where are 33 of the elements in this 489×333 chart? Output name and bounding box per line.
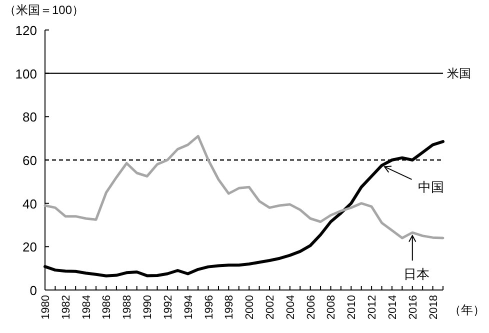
x-tick-label: 1992 [162, 295, 174, 320]
y-tick-label: 120 [15, 23, 37, 38]
x-tick-label: 1994 [182, 295, 195, 320]
x-tick-label: 2018 [428, 295, 440, 320]
x-tick-label: 2002 [264, 295, 277, 320]
y-tick-label: 40 [22, 196, 37, 212]
x-tick-label: 2008 [326, 295, 338, 320]
ref-line-label: 米国 [447, 66, 471, 80]
x-axis-title: （年） [449, 303, 485, 317]
x-tick-label: 1982 [60, 295, 72, 320]
y-tick-label: 20 [22, 240, 37, 255]
x-tick-label: 2010 [346, 295, 358, 320]
y-tick-label: 60 [22, 153, 37, 168]
line-series [44, 134, 444, 240]
x-tick-label: 2012 [366, 295, 379, 320]
annotation: 日本 [403, 266, 430, 282]
y-axis-title: （米国＝100） [4, 3, 84, 17]
x-tick-label: 2000 [244, 295, 256, 320]
annotation: 中国 [418, 179, 444, 194]
x-tick-label: 1980 [40, 295, 52, 320]
x-tick-label: 2016 [407, 295, 420, 320]
x-tick-label: 2006 [305, 295, 318, 320]
x-tick-label: 2004 [284, 295, 297, 320]
y-tick-label: 100 [15, 66, 37, 82]
y-tick-label: 0 [30, 283, 37, 298]
x-tick-label: 1990 [142, 295, 154, 320]
y-tick-label: 80 [22, 110, 37, 125]
x-tick-label: 2014 [386, 295, 399, 320]
x-tick-label: 1988 [122, 295, 134, 320]
x-tick-label: 1998 [224, 295, 236, 320]
x-tick-label: 1986 [101, 295, 114, 320]
x-tick-label: 1984 [80, 295, 93, 320]
x-tick-label: 1996 [203, 295, 216, 320]
